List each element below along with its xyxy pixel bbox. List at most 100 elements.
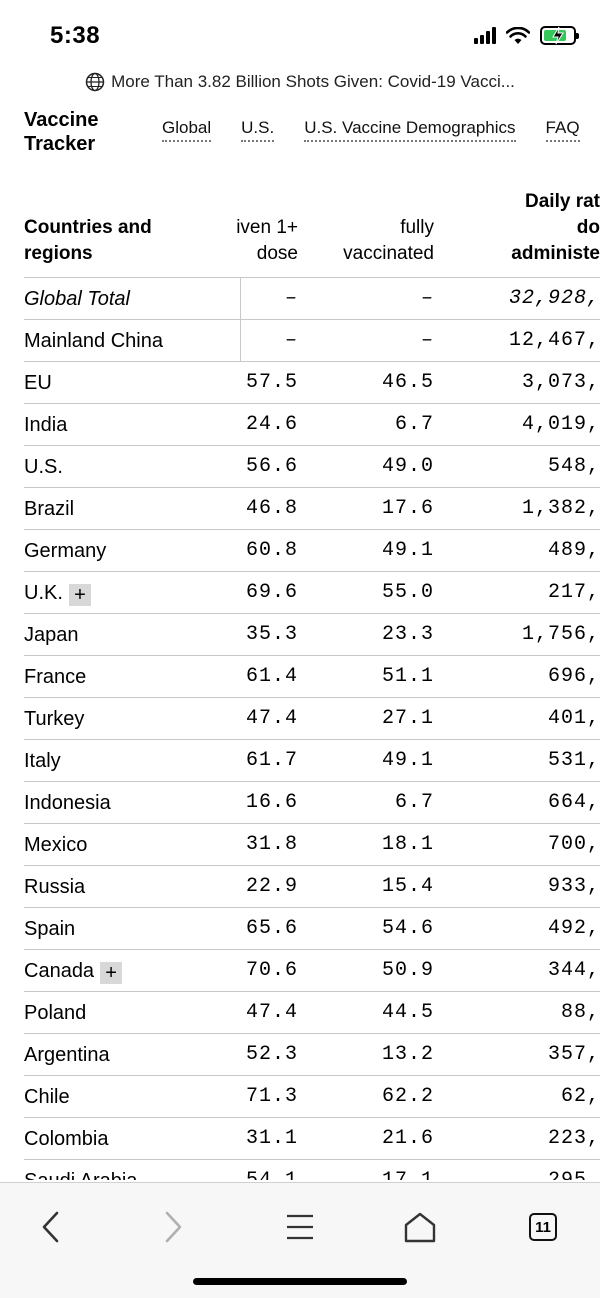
country-label: Saudi Arabia <box>24 1170 137 1180</box>
table-row[interactable]: Turkey 47.4 27.1 401, <box>24 698 600 740</box>
fully-vaccinated-value: 15.4 <box>381 875 434 898</box>
table-row[interactable]: Argentina 52.3 13.2 357, <box>24 1034 600 1076</box>
country-label: Japan <box>24 624 79 646</box>
country-label: U.K. <box>24 582 63 604</box>
given-dose-value: 35.3 <box>245 623 298 646</box>
table-row[interactable]: Poland 47.4 44.5 88, <box>24 992 600 1034</box>
fully-vaccinated-value: 6.7 <box>394 413 434 436</box>
table-row[interactable]: Brazil 46.8 17.6 1,382, <box>24 488 600 530</box>
forward-icon[interactable] <box>152 1205 196 1249</box>
header-fully-vaccinated[interactable]: fully vaccinated <box>343 217 434 264</box>
given-dose-value: 65.6 <box>245 917 298 940</box>
table-row[interactable]: Germany 60.8 49.1 489, <box>24 530 600 572</box>
site-logo[interactable]: Vaccine Tracker <box>24 109 99 155</box>
menu-icon[interactable] <box>278 1205 322 1249</box>
country-name: Argentina <box>24 1034 110 1076</box>
daily-rate-value: 401, <box>547 707 600 730</box>
back-icon[interactable] <box>28 1205 72 1249</box>
country-name: Spain <box>24 908 75 950</box>
fully-vaccinated-value: – <box>420 287 434 310</box>
status-icons <box>474 26 579 45</box>
bookmarks-icon[interactable] <box>398 1205 442 1249</box>
table-row[interactable]: U.K. +69.6 55.0 217, <box>24 572 600 614</box>
daily-rate-value: 1,382, <box>521 497 600 520</box>
table-row[interactable]: Russia 22.9 15.4 933, <box>24 866 600 908</box>
table-row[interactable]: Global Total – – 32,928, <box>24 278 600 320</box>
given-dose-value: 31.8 <box>245 833 298 856</box>
header-countries[interactable]: Countries and regions <box>24 217 152 264</box>
fully-vaccinated-value: 17.1 <box>314 1160 434 1180</box>
daily-rate-value: 933, <box>547 875 600 898</box>
wifi-icon <box>506 26 530 44</box>
table-row[interactable]: Canada +70.6 50.9 344, <box>24 950 600 992</box>
country-label: Canada <box>24 960 95 982</box>
nav-link-us[interactable]: U.S. <box>241 118 275 142</box>
fully-vaccinated-value: 13.2 <box>381 1043 434 1066</box>
daily-rate-value: 344, <box>547 959 600 982</box>
fully-vaccinated-value: 49.1 <box>381 539 434 562</box>
country-name: Mainland China <box>24 320 163 362</box>
country-name: Saudi Arabia <box>24 1160 137 1180</box>
country-name: Turkey <box>24 698 84 740</box>
table-row[interactable]: Saudi Arabia 54.1 17.1295, <box>24 1160 600 1180</box>
country-name: Japan <box>24 614 79 656</box>
country-name: India <box>24 404 67 446</box>
daily-rate-value: 4,019, <box>521 413 600 436</box>
country-label: Spain <box>24 918 76 940</box>
fully-vaccinated-value: 49.1 <box>381 749 434 772</box>
site-nav: Global U.S. U.S. Vaccine Demographics FA… <box>162 118 600 142</box>
table-row[interactable]: India 24.6 6.7 4,019, <box>24 404 600 446</box>
battery-charging-icon <box>540 26 579 45</box>
given-dose-value: 52.3 <box>245 1043 298 1066</box>
country-name: Global Total <box>24 278 130 320</box>
expand-plus-icon[interactable]: + <box>68 584 91 606</box>
country-label: Chile <box>24 1086 70 1108</box>
table-row[interactable]: Indonesia 16.6 6.7 664, <box>24 782 600 824</box>
home-indicator[interactable] <box>193 1278 407 1285</box>
table-row[interactable]: Chile 71.3 62.2 62, <box>24 1076 600 1118</box>
header-given-dose[interactable]: iven 1+ dose <box>236 217 298 264</box>
page-title: More Than 3.82 Billion Shots Given: Covi… <box>111 72 515 91</box>
country-label: Brazil <box>24 498 75 520</box>
daily-rate-value: 492, <box>547 917 600 940</box>
country-name: Indonesia <box>24 782 111 824</box>
expand-plus-icon[interactable]: + <box>100 962 123 984</box>
table-row[interactable]: Colombia 31.1 21.6 223, <box>24 1118 600 1160</box>
daily-rate-value: 223, <box>547 1127 600 1150</box>
table-row[interactable]: Japan 35.3 23.3 1,756, <box>24 614 600 656</box>
given-dose-value: 61.4 <box>245 665 298 688</box>
fully-vaccinated-value: 44.5 <box>381 1001 434 1024</box>
country-label: Germany <box>24 540 107 562</box>
header-daily-rate[interactable]: Daily rat do administe <box>511 191 600 264</box>
fully-vaccinated-value: 27.1 <box>381 707 434 730</box>
address-bar[interactable]: More Than 3.82 Billion Shots Given: Covi… <box>0 68 600 96</box>
country-name: Brazil <box>24 488 74 530</box>
country-label: U.S. <box>24 456 63 478</box>
table-row[interactable]: U.S. 56.6 49.0 548, <box>24 446 600 488</box>
given-dose-value: 71.3 <box>245 1085 298 1108</box>
nav-link-global[interactable]: Global <box>162 118 212 142</box>
fully-vaccinated-value: 50.9 <box>381 959 434 982</box>
country-name: Germany <box>24 530 106 572</box>
country-label: Turkey <box>24 708 85 730</box>
fully-vaccinated-value: – <box>420 329 434 352</box>
daily-rate-value: 531, <box>547 749 600 772</box>
table-row[interactable]: EU 57.5 46.5 3,073, <box>24 362 600 404</box>
daily-rate-value: 3,073, <box>521 371 600 394</box>
status-time: 5:38 <box>50 22 101 49</box>
given-dose-value: 22.9 <box>245 875 298 898</box>
site-header: Vaccine Tracker Global U.S. U.S. Vaccine… <box>24 108 600 158</box>
given-dose-value: 31.1 <box>245 1127 298 1150</box>
tab-count: 11 <box>529 1213 557 1241</box>
nav-link-us-demographics[interactable]: U.S. Vaccine Demographics <box>304 118 516 142</box>
daily-rate-value: 664, <box>547 791 600 814</box>
fully-vaccinated-value: 23.3 <box>381 623 434 646</box>
tabs-icon[interactable]: 11 <box>521 1205 565 1249</box>
table-row[interactable]: Mexico 31.8 18.1 700, <box>24 824 600 866</box>
table-row[interactable]: Italy 61.7 49.1 531, <box>24 740 600 782</box>
daily-rate-value: 217, <box>547 581 600 604</box>
table-row[interactable]: France 61.4 51.1 696, <box>24 656 600 698</box>
table-row[interactable]: Mainland China – – 12,467, <box>24 320 600 362</box>
nav-link-faq[interactable]: FAQ <box>545 118 580 142</box>
table-row[interactable]: Spain 65.6 54.6 492, <box>24 908 600 950</box>
